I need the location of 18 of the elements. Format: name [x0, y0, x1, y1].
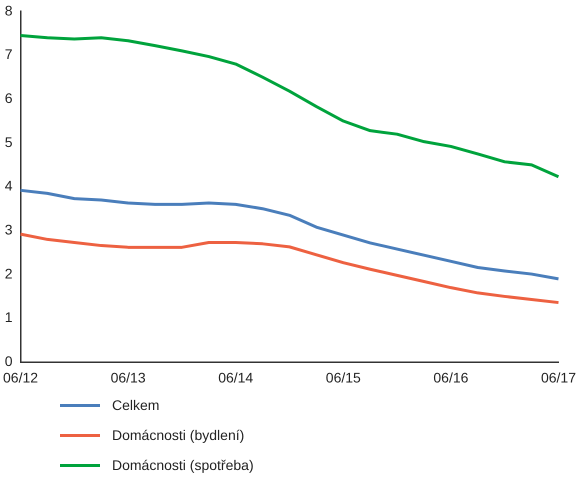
x-tick-label: 06/15 — [326, 369, 362, 386]
y-tick-label: 5 — [4, 134, 13, 150]
legend-label: Domácnosti (bydlení) — [112, 427, 244, 443]
y-tick-label: 2 — [4, 265, 13, 282]
y-tick-label: 4 — [4, 178, 13, 194]
legend-label: Domácnosti (spotřeba) — [112, 457, 254, 473]
x-tick-label: 06/14 — [218, 369, 254, 386]
y-tick-label: 6 — [4, 90, 13, 106]
y-tick-label: 0 — [4, 353, 13, 370]
x-tick-label: 06/16 — [433, 369, 469, 386]
legend-label: Celkem — [112, 397, 160, 413]
y-tick-label: 1 — [4, 309, 13, 326]
x-tick-label: 06/13 — [110, 369, 146, 386]
y-tick-label: 3 — [4, 222, 13, 238]
y-tick-label: 7 — [4, 46, 13, 62]
x-tick-label: 06/12 — [2, 369, 38, 386]
y-tick-label: 8 — [4, 2, 13, 18]
x-tick-label: 06/17 — [540, 369, 576, 386]
